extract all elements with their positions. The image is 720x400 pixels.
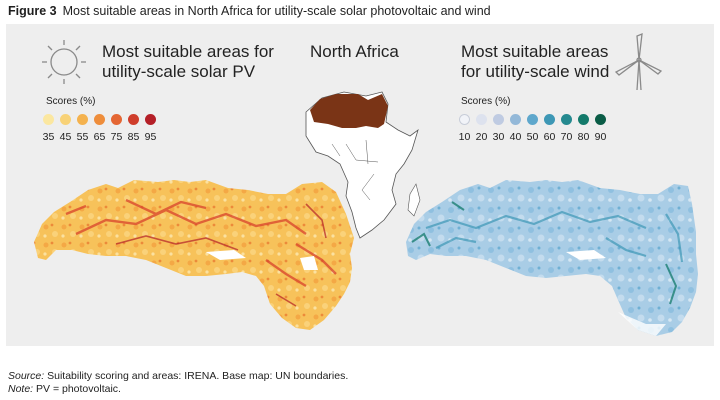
solar-legend-swatch [43,114,54,125]
map-canvas [34,32,698,336]
wind-legend-swatch [595,114,606,125]
source-line: Source: Suitability scoring and areas: I… [8,370,348,383]
solar-title-line2: utility-scale solar PV [102,62,256,81]
solar-legend: 35 45 55 65 75 85 95 [40,114,159,143]
sun-icon [42,40,86,84]
solar-legend-value: 55 [76,131,89,143]
wind-legend-item: 80 [575,114,592,143]
note-label: Note: [8,383,34,395]
solar-legend-item: 95 [142,114,159,143]
wind-legend-value: 60 [543,131,556,143]
solar-legend-item: 85 [125,114,142,143]
wind-legend-item: 70 [558,114,575,143]
wind-legend-value: 10 [458,131,471,143]
solar-legend-item: 75 [108,114,125,143]
wind-legend-item: 40 [507,114,524,143]
wind-title: Most suitable areas for utility-scale wi… [461,42,609,82]
wind-legend-item: 20 [473,114,490,143]
wind-legend-value: 80 [577,131,590,143]
north-africa-highlight [310,94,388,128]
source-label: Source: [8,370,45,382]
wind-legend-swatch [561,114,572,125]
wind-legend-item: 60 [541,114,558,143]
solar-title: Most suitable areas for utility-scale so… [102,42,274,82]
solar-suitability-map [34,180,354,330]
wind-legend-swatch [493,114,504,125]
wind-legend-swatch [544,114,555,125]
solar-legend-value: 65 [93,131,106,143]
solar-legend-swatch [111,114,122,125]
wind-scores-label: Scores (%) [461,96,511,107]
solar-legend-swatch [145,114,156,125]
north-africa-title: North Africa [310,42,399,61]
solar-legend-value: 85 [127,131,140,143]
africa-inset-map [305,91,421,239]
wind-suitability-map [406,180,698,336]
solar-title-line1: Most suitable areas for [102,42,274,61]
solar-legend-item: 35 [40,114,57,143]
wind-legend-value: 90 [594,131,607,143]
solar-scores-label: Scores (%) [46,96,96,107]
figure-label: Figure 3 [8,4,57,18]
wind-legend-swatch [510,114,521,125]
figure-header: Figure 3 Most suitable areas in North Afr… [8,4,491,18]
figure-title: Most suitable areas in North Africa for … [62,4,491,18]
wind-legend-swatch [476,114,487,125]
wind-legend-item: 10 [456,114,473,143]
figure-footer: Source: Suitability scoring and areas: I… [8,370,348,396]
wind-legend-swatch [527,114,538,125]
note-line: Note: PV = photovoltaic. [8,383,348,396]
wind-legend-value: 40 [509,131,522,143]
solar-legend-item: 45 [57,114,74,143]
wind-turbine-icon [614,32,663,91]
wind-legend-item: 90 [592,114,609,143]
solar-legend-swatch [77,114,88,125]
solar-legend-swatch [128,114,139,125]
solar-legend-item: 65 [91,114,108,143]
wind-legend-value: 30 [492,131,505,143]
solar-legend-swatch [94,114,105,125]
wind-legend: 10 20 30 40 50 60 70 80 90 [456,114,609,143]
solar-legend-value: 95 [144,131,157,143]
source-text: Suitability scoring and areas: IRENA. Ba… [44,370,349,382]
wind-title-line1: Most suitable areas [461,42,609,61]
solar-legend-value: 35 [42,131,55,143]
wind-legend-value: 70 [560,131,573,143]
wind-legend-value: 20 [475,131,488,143]
solar-legend-value: 75 [110,131,123,143]
wind-title-line2: for utility-scale wind [461,62,610,81]
wind-legend-swatch [578,114,589,125]
wind-legend-swatch [459,114,470,125]
solar-legend-item: 55 [74,114,91,143]
solar-legend-swatch [60,114,71,125]
wind-legend-value: 50 [526,131,539,143]
wind-legend-item: 50 [524,114,541,143]
figure-panel: Most suitable areas for utility-scale so… [6,24,714,346]
wind-legend-item: 30 [490,114,507,143]
solar-legend-value: 45 [59,131,72,143]
note-text: PV = photovoltaic. [33,383,121,395]
